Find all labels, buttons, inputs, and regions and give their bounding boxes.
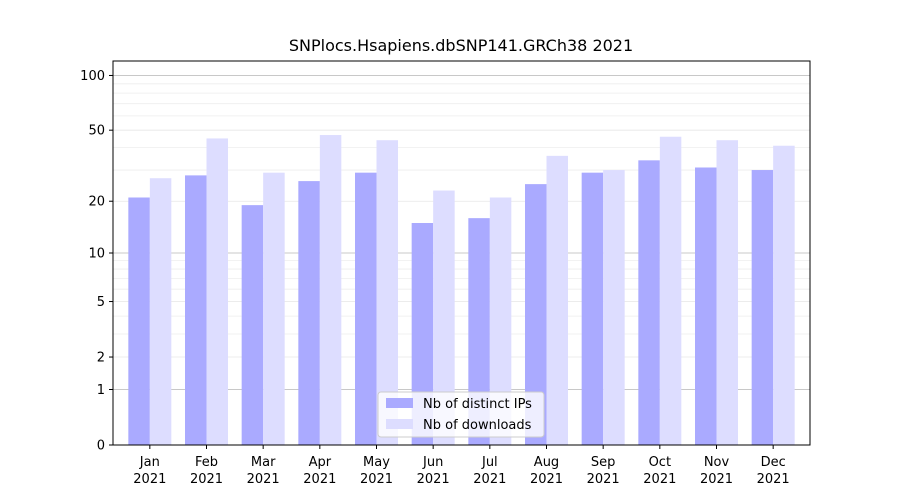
- x-tick-label-month: Mar: [251, 455, 276, 470]
- y-tick-label: 2: [97, 351, 105, 366]
- bar-distinct-ips: [411, 222, 434, 445]
- x-tick-label-year: 2021: [473, 472, 506, 487]
- x-tick-label-month: Nov: [704, 455, 730, 470]
- bar-distinct-ips: [468, 218, 490, 445]
- bar-downloads: [603, 170, 625, 445]
- y-tick-label: 1: [97, 383, 105, 398]
- legend-box: [377, 391, 545, 438]
- y-tick-label: 50: [88, 124, 105, 139]
- bar-downloads: [716, 140, 738, 445]
- bar-distinct-ips: [695, 167, 717, 445]
- x-tick-label-year: 2021: [417, 472, 450, 487]
- y-tick-label: 20: [88, 195, 105, 210]
- bar-downloads: [773, 145, 795, 445]
- x-tick-label-month: Jun: [422, 455, 443, 470]
- bar-downloads: [433, 190, 455, 445]
- y-tick-label: 5: [97, 295, 105, 310]
- legend-swatch: [386, 398, 413, 408]
- x-tick-label-year: 2021: [303, 472, 336, 487]
- legend-label: Nb of distinct IPs: [423, 397, 532, 412]
- x-tick-label-month: Feb: [195, 455, 218, 470]
- legend-label: Nb of downloads: [423, 418, 532, 433]
- x-tick-label-month: Dec: [761, 455, 786, 470]
- x-tick-label-month: Jan: [139, 455, 160, 470]
- x-tick-label-year: 2021: [190, 472, 223, 487]
- bar-downloads: [319, 135, 342, 445]
- bar-distinct-ips: [185, 175, 207, 445]
- x-tick-label-month: Jul: [481, 455, 498, 470]
- x-tick-label-month: Oct: [649, 455, 671, 470]
- y-tick-label: 100: [80, 69, 105, 84]
- bar-distinct-ips: [525, 184, 547, 446]
- bar-downloads: [376, 140, 398, 445]
- axes: 0 1 2 5 10 20 50 100 Jan 2021 Feb 2021 Mar 2021 Apr 202…: [80, 60, 811, 487]
- y-tick-label: 10: [88, 247, 105, 262]
- x-tick-label-year: 2021: [360, 472, 393, 487]
- x-tick-label-month: Aug: [534, 455, 559, 470]
- bar-distinct-ips: [128, 197, 150, 445]
- bar-distinct-ips: [638, 160, 660, 445]
- chart-title: SNPlocs.Hsapiens.dbSNP141.GRCh38 2021: [289, 36, 633, 55]
- bar-downloads: [546, 155, 568, 445]
- x-tick-label-year: 2021: [587, 472, 620, 487]
- bar-distinct-ips: [751, 170, 774, 445]
- bar-distinct-ips: [355, 172, 377, 445]
- x-tick-label-year: 2021: [643, 472, 676, 487]
- grid-lines: [113, 74, 810, 390]
- x-tick-label-year: 2021: [133, 472, 166, 487]
- x-tick-label-year: 2021: [700, 472, 733, 487]
- bar-distinct-ips: [298, 181, 320, 445]
- y-tick-label: 0: [97, 439, 105, 454]
- bar-distinct-ips: [241, 205, 264, 445]
- bar-distinct-ips: [581, 172, 604, 445]
- legend: Nb of distinct IPs Nb of downloads: [377, 391, 545, 438]
- bars: [128, 135, 795, 446]
- legend-swatch: [386, 419, 413, 429]
- x-tick-label-month: Apr: [309, 455, 332, 470]
- bar-downloads: [149, 178, 172, 446]
- x-tick-label-month: Sep: [591, 455, 616, 470]
- bar-downloads: [659, 136, 682, 445]
- bar-downloads: [206, 138, 228, 445]
- bar-downloads: [489, 197, 512, 445]
- bar-downloads: [263, 172, 285, 445]
- x-tick-label-year: 2021: [530, 472, 563, 487]
- x-tick-label-month: May: [363, 455, 390, 470]
- x-tick-label-year: 2021: [757, 472, 790, 487]
- x-tick-label-year: 2021: [247, 472, 280, 487]
